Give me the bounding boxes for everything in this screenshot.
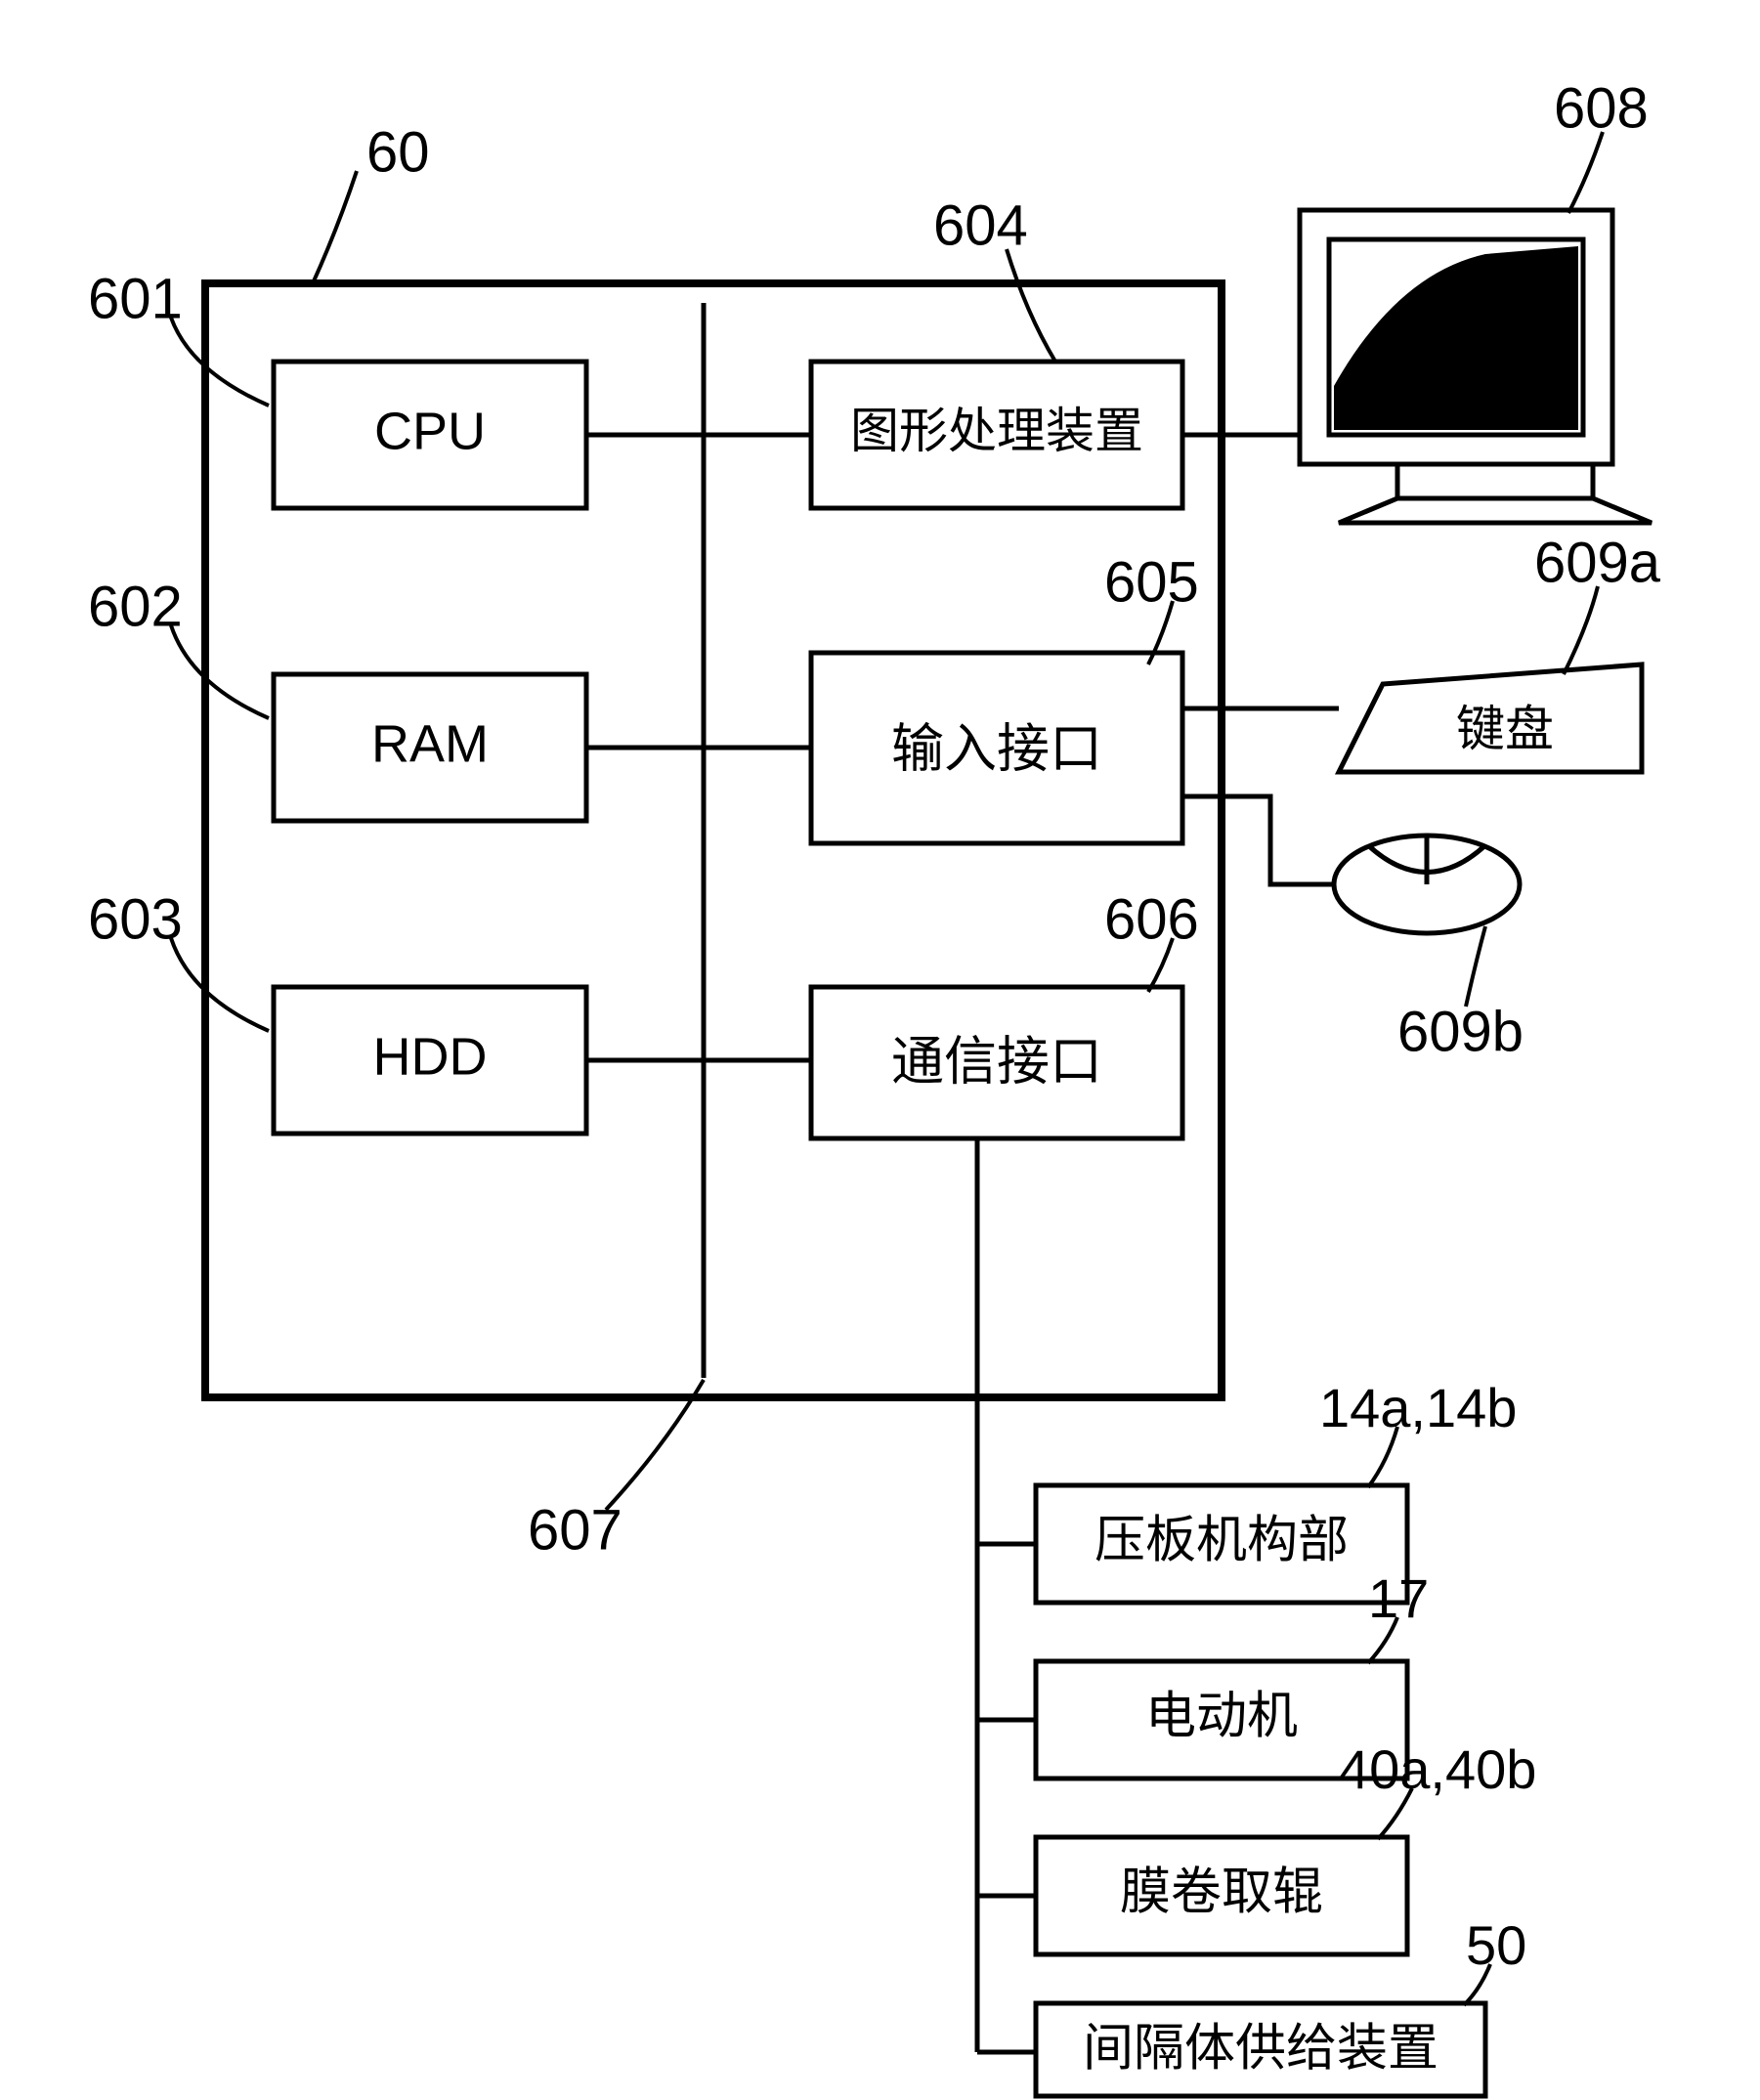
ext-film: 膜卷取辊 bbox=[1036, 1837, 1407, 1954]
ext-film-label: 膜卷取辊 bbox=[1120, 1864, 1323, 1921]
ref-607: 607 bbox=[528, 1498, 622, 1562]
comm-label: 通信接口 bbox=[891, 1032, 1102, 1091]
ref-609b: 609b bbox=[1397, 1000, 1524, 1063]
ref-606: 606 bbox=[1104, 887, 1199, 951]
ext-press-label: 压板机构部 bbox=[1095, 1513, 1349, 1569]
ref-50: 50 bbox=[1466, 1914, 1526, 1976]
input-block: 输入接口 bbox=[811, 653, 1182, 843]
ref-609a: 609a bbox=[1534, 531, 1661, 594]
ref-14ab: 14a,14b bbox=[1319, 1377, 1517, 1438]
leader-60 bbox=[313, 171, 357, 283]
leader-608 bbox=[1568, 132, 1603, 213]
gpu-label: 图形处理装置 bbox=[850, 404, 1143, 458]
cpu-block: CPU bbox=[274, 362, 586, 508]
leader-609b bbox=[1466, 926, 1485, 1007]
ref-601: 601 bbox=[88, 267, 183, 330]
keyboard-icon: 键盘 bbox=[1339, 664, 1642, 772]
cpu-label: CPU bbox=[374, 402, 486, 460]
ref-60: 60 bbox=[366, 120, 430, 184]
ram-block: RAM bbox=[274, 674, 586, 821]
comm-block: 通信接口 bbox=[811, 987, 1182, 1138]
ext-separator-label: 间隔体供给装置 bbox=[1083, 2021, 1438, 2078]
ref-602: 602 bbox=[88, 575, 183, 638]
ext-motor-label: 电动机 bbox=[1145, 1689, 1298, 1745]
ref-605: 605 bbox=[1104, 550, 1199, 614]
hdd-block: HDD bbox=[274, 987, 586, 1134]
ref-17: 17 bbox=[1368, 1567, 1429, 1629]
input-label: 输入接口 bbox=[891, 719, 1102, 778]
monitor-icon bbox=[1300, 210, 1652, 523]
ref-40ab: 40a,40b bbox=[1339, 1738, 1536, 1800]
leader-609a bbox=[1564, 586, 1598, 674]
hdd-label: HDD bbox=[373, 1027, 488, 1086]
keyboard-label: 键盘 bbox=[1456, 702, 1554, 756]
ram-label: RAM bbox=[371, 714, 489, 773]
ext-separator: 间隔体供给装置 bbox=[1036, 2003, 1485, 2096]
ref-608: 608 bbox=[1554, 76, 1649, 140]
gpu-block: 图形处理装置 bbox=[811, 362, 1182, 508]
mouse-icon bbox=[1334, 836, 1520, 933]
ext-press: 压板机构部 bbox=[1036, 1485, 1407, 1603]
ref-604: 604 bbox=[933, 193, 1028, 257]
ref-603: 603 bbox=[88, 887, 183, 951]
